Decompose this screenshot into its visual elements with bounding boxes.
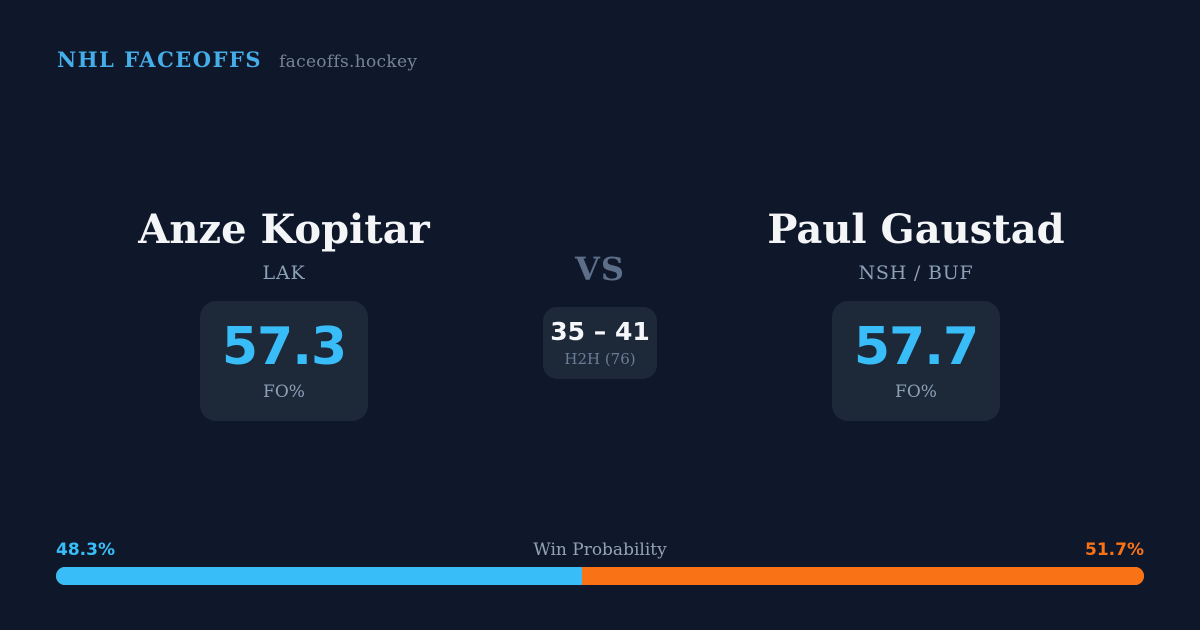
- player-right-stat-label: FO%: [895, 381, 937, 402]
- win-bar-left: [56, 567, 582, 585]
- player-left-stat-card: 57.3 FO%: [200, 301, 368, 421]
- player-right-fo-pct: 57.7: [853, 316, 979, 377]
- brand-title: NHL FACEOFFS: [57, 47, 263, 72]
- player-right-stat-card: 57.7 FO%: [832, 301, 1000, 421]
- h2h-card: 35 – 41 H2H (76): [543, 307, 657, 379]
- win-probability-section: 48.3% Win Probability 51.7%: [56, 538, 1144, 585]
- player-right-team: NSH / BUF: [858, 262, 974, 284]
- win-probability-bar: [56, 567, 1144, 585]
- win-probability-title: Win Probability: [533, 540, 667, 560]
- win-bar-right: [581, 567, 1144, 585]
- player-left-name: Anze Kopitar: [138, 206, 430, 253]
- win-probability-left-pct: 48.3%: [56, 540, 115, 560]
- player-left-fo-pct: 57.3: [221, 316, 347, 377]
- player-left-team: LAK: [262, 262, 306, 284]
- versus-label: VS: [575, 250, 625, 288]
- h2h-score: 35 – 41: [550, 316, 650, 346]
- header: NHL FACEOFFS faceoffs.hockey: [57, 47, 417, 72]
- site-domain: faceoffs.hockey: [279, 52, 418, 72]
- versus-section: VS 35 – 41 H2H (76): [450, 250, 750, 379]
- player-right-section: Paul Gaustad NSH / BUF 57.7 FO%: [716, 208, 1116, 421]
- player-left-section: Anze Kopitar LAK 57.3 FO%: [84, 208, 484, 421]
- win-probability-labels: 48.3% Win Probability 51.7%: [56, 538, 1144, 560]
- h2h-label: H2H (76): [564, 349, 636, 368]
- player-left-stat-label: FO%: [263, 381, 305, 402]
- win-probability-right-pct: 51.7%: [1085, 540, 1144, 560]
- player-right-name: Paul Gaustad: [767, 206, 1065, 253]
